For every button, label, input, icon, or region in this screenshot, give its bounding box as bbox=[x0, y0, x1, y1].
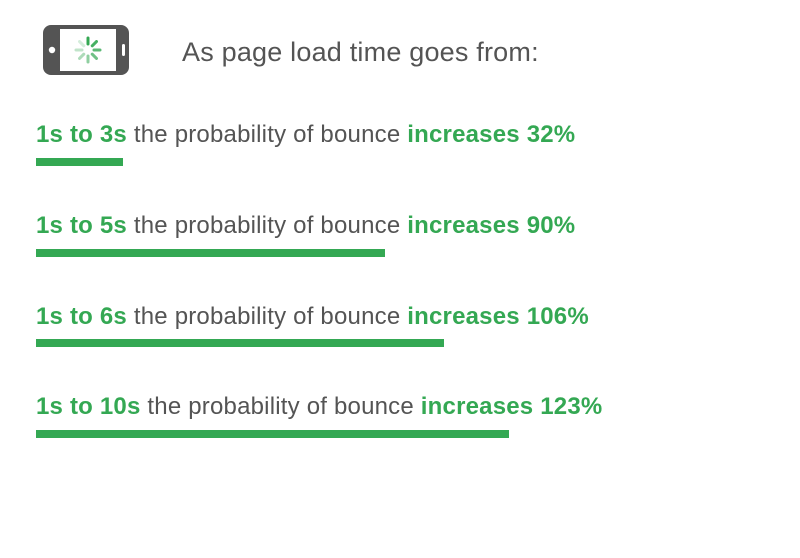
header-row: As page load time goes from: bbox=[36, 24, 764, 81]
stats-list: 1s to 3s the probability of bounce incre… bbox=[36, 121, 764, 438]
stat-middle: the probability of bounce bbox=[147, 393, 420, 420]
stat-bar-fill bbox=[36, 249, 385, 257]
stat-bar-fill bbox=[36, 430, 509, 438]
stat-row: 1s to 5s the probability of bounce incre… bbox=[36, 212, 764, 257]
stat-middle: the probability of bounce bbox=[134, 121, 407, 148]
stat-range: 1s to 5s bbox=[36, 212, 127, 239]
header-title: As page load time goes from: bbox=[182, 37, 539, 68]
stat-metric: increases 32% bbox=[407, 121, 575, 148]
phone-loading-icon bbox=[42, 24, 130, 81]
stat-middle: the probability of bounce bbox=[134, 212, 407, 239]
stat-line: 1s to 10s the probability of bounce incr… bbox=[36, 393, 764, 422]
stat-range: 1s to 3s bbox=[36, 121, 127, 148]
stat-bar-track bbox=[36, 158, 764, 166]
stat-row: 1s to 10s the probability of bounce incr… bbox=[36, 393, 764, 438]
stat-line: 1s to 6s the probability of bounce incre… bbox=[36, 303, 764, 332]
stat-middle: the probability of bounce bbox=[134, 303, 407, 330]
infographic-canvas: As page load time goes from: 1s to 3s th… bbox=[0, 0, 800, 558]
stat-bar-fill bbox=[36, 158, 123, 166]
stat-metric: increases 90% bbox=[407, 212, 575, 239]
stat-bar-track bbox=[36, 339, 764, 347]
stat-metric: increases 106% bbox=[407, 303, 589, 330]
stat-bar-track bbox=[36, 430, 764, 438]
stat-row: 1s to 3s the probability of bounce incre… bbox=[36, 121, 764, 166]
stat-metric: increases 123% bbox=[421, 393, 603, 420]
stat-range: 1s to 6s bbox=[36, 303, 127, 330]
stat-bar-track bbox=[36, 249, 764, 257]
stat-line: 1s to 5s the probability of bounce incre… bbox=[36, 212, 764, 241]
stat-bar-fill bbox=[36, 339, 444, 347]
stat-row: 1s to 6s the probability of bounce incre… bbox=[36, 303, 764, 348]
stat-line: 1s to 3s the probability of bounce incre… bbox=[36, 121, 764, 150]
phone-svg bbox=[42, 24, 130, 76]
stat-range: 1s to 10s bbox=[36, 393, 141, 420]
